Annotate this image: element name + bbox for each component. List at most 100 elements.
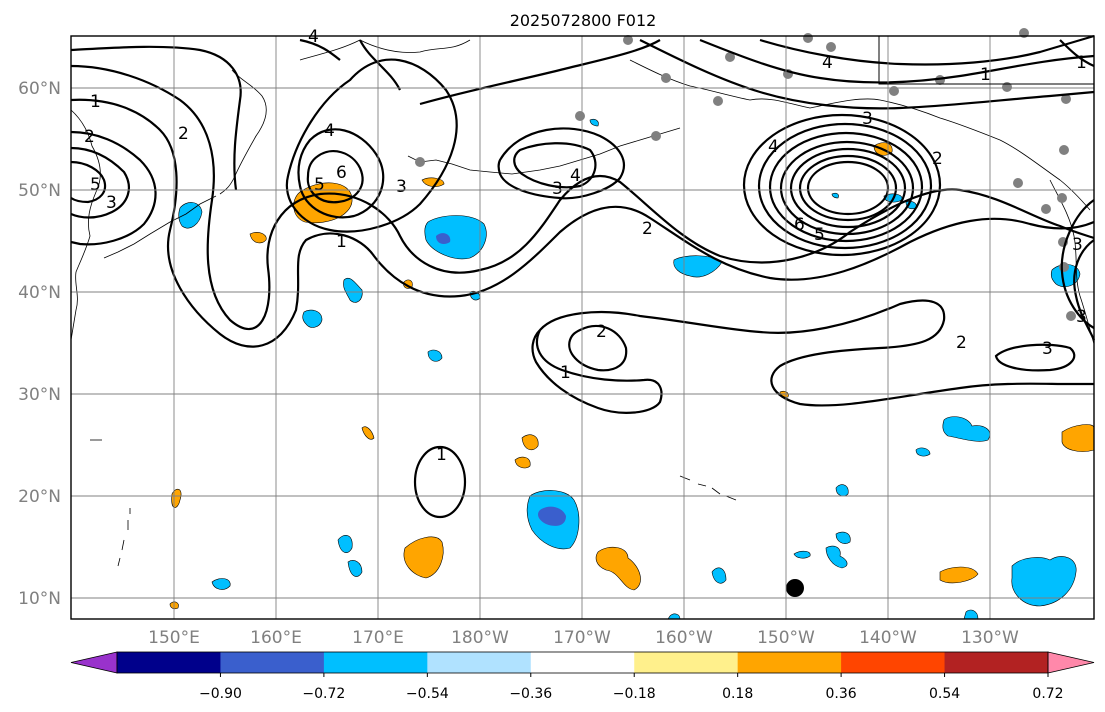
- contour-label: 5: [814, 225, 825, 245]
- contour-label: 1: [980, 65, 991, 85]
- colorbar-tick-label: −0.72: [302, 686, 345, 702]
- contour-label: 1: [336, 232, 347, 252]
- negative-anomaly-patch: [835, 484, 849, 497]
- colorbar-segment: [737, 652, 842, 673]
- station-dot: [826, 42, 836, 52]
- negative-anomaly-patch: [1011, 556, 1077, 607]
- aleutian-islands: [407, 127, 681, 175]
- colorbar: −0.90 −0.72 −0.54 −0.36 −0.18 0.18 0.36 0.54 0.7…: [70, 651, 1095, 702]
- contour-label: 1: [560, 363, 571, 383]
- map-frame: [70, 35, 1095, 620]
- contour-label: 3: [1076, 307, 1087, 327]
- negative-anomaly-patch: [538, 506, 566, 526]
- station-dot: [1061, 94, 1071, 104]
- contour-line: [1073, 239, 1096, 341]
- contour-line: [994, 343, 1076, 372]
- lon-tick-label: 160°W: [655, 628, 713, 648]
- station-dot: [1059, 145, 1069, 155]
- contour-ring: [768, 131, 924, 243]
- contour-line: [759, 34, 1095, 66]
- station-dot: [803, 33, 813, 43]
- contour-label: 4: [822, 53, 833, 73]
- contour-line: [70, 130, 157, 246]
- contour-label: 2: [956, 333, 967, 353]
- negative-anomaly-patch: [835, 531, 851, 544]
- colorbar-tick-label: −0.36: [509, 686, 552, 702]
- kamchatka-coastline: [219, 69, 267, 195]
- lat-tick-label: 40°N: [18, 283, 61, 303]
- contour-ring: [742, 113, 942, 257]
- contour-label: 6: [794, 215, 805, 235]
- negative-anomaly-patch: [589, 118, 599, 127]
- positive-anomaly-patch: [403, 536, 444, 579]
- contour-line: [497, 127, 626, 200]
- colorbar-tick-label: 0.18: [722, 686, 753, 702]
- contour-label: 1: [1076, 53, 1087, 73]
- contour-label: 1: [90, 92, 101, 112]
- negative-anomaly-patch: [942, 416, 991, 442]
- station-dot: [725, 52, 735, 62]
- negative-anomaly-patch: [211, 578, 231, 590]
- negative-anomaly-patch: [424, 215, 487, 260]
- positive-anomaly-patch: [361, 426, 375, 440]
- station-dot: [661, 73, 671, 83]
- contour-label: 3: [1072, 235, 1083, 255]
- inset-frame: [878, 36, 1094, 85]
- colorbar-segment: [841, 652, 946, 673]
- contour-line: [306, 150, 364, 204]
- contour-label: 2: [596, 322, 607, 342]
- contour-line: [359, 39, 401, 91]
- positive-anomaly-patch: [939, 566, 979, 584]
- station-dot: [1059, 262, 1069, 272]
- lon-tick-label: 170°W: [553, 628, 611, 648]
- latitude-tick-labels: 10°N 20°N 30°N 40°N 50°N 60°N: [18, 79, 61, 609]
- colorbar-tick-label: 0.72: [1032, 686, 1063, 702]
- colorbar-segment: [220, 652, 325, 673]
- contour-line: [70, 160, 107, 204]
- lon-tick-label: 180°W: [451, 628, 509, 648]
- contour-line: [70, 146, 130, 219]
- gridlines: [71, 36, 1094, 619]
- colorbar-frame: [116, 651, 1049, 674]
- lat-tick-label: 50°N: [18, 181, 61, 201]
- map-area: 1 2 2 3 5 4 4 6 5 3 1 3 4 2 2 1 1 4 3 4 …: [70, 27, 1096, 620]
- contour-label: 1: [436, 445, 447, 465]
- positive-anomaly-patch: [521, 434, 539, 451]
- colorbar-tick-label: −0.90: [199, 686, 242, 702]
- lon-tick-label: 150°W: [757, 628, 815, 648]
- contour-label: 3: [396, 177, 407, 197]
- contour-line: [639, 39, 1095, 110]
- contour-line: [70, 45, 242, 191]
- lon-tick-label: 160°E: [250, 628, 302, 648]
- contour-line: [531, 329, 663, 414]
- colorbar-segment: [427, 652, 532, 673]
- hawaiian-islands: [679, 475, 737, 501]
- station-dot: [1013, 178, 1023, 188]
- lon-tick-label: 140°W: [859, 628, 917, 648]
- colorbar-high-extension: [1047, 651, 1095, 674]
- negative-anomaly-patch: [178, 202, 203, 229]
- colorbar-tick-label: −0.54: [406, 686, 449, 702]
- positive-anomaly-patch: [249, 232, 267, 244]
- lat-tick-label: 20°N: [18, 487, 61, 507]
- contour-label: 5: [314, 175, 325, 195]
- anomaly-shading: [169, 118, 1095, 620]
- alaska-coastline: [629, 59, 1091, 211]
- negative-anomaly-patch: [337, 535, 353, 553]
- contour-line: [419, 39, 661, 106]
- contour-ring: [798, 154, 898, 222]
- contour-line: [70, 98, 1095, 348]
- colorbar-segment: [530, 652, 635, 673]
- contour-line: [1060, 199, 1095, 329]
- contour-label: 4: [308, 27, 319, 47]
- colorbar-segment: [944, 652, 1049, 673]
- contour-line: [568, 324, 628, 372]
- contour-line: [299, 38, 341, 61]
- lat-tick-label: 60°N: [18, 79, 61, 99]
- colorbar-tick-label: 0.36: [826, 686, 857, 702]
- station-dot: [575, 111, 585, 121]
- negative-anomaly-patch: [343, 277, 363, 303]
- contour-label: 3: [1042, 339, 1053, 359]
- contour-label: 5: [90, 175, 101, 195]
